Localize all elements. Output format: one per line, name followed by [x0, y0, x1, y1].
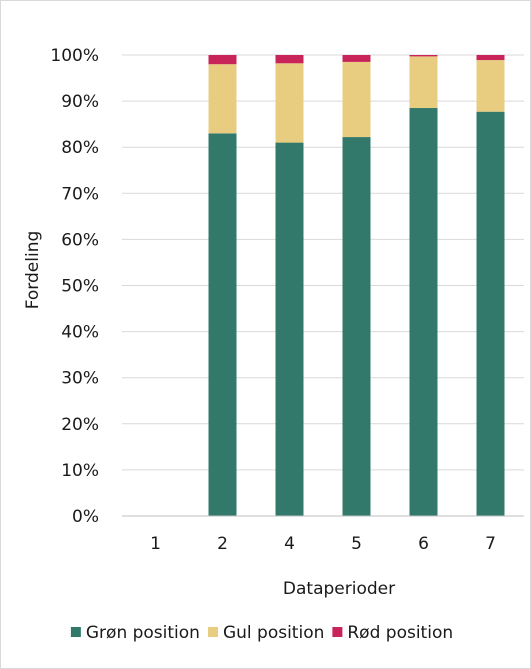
gridlines [122, 54, 524, 471]
bar-segment [409, 55, 438, 57]
bar-segment [476, 111, 505, 516]
y-tick-label: 0% [72, 507, 99, 527]
bar-segment [409, 108, 438, 516]
bar-segment [476, 60, 505, 112]
legend-item: Grøn position [70, 623, 200, 643]
bar-segment [409, 56, 438, 109]
axes: 0% 10% 20% 30% 40% 50% 60% 70% 80% 90% 100% 1 2 4 5 6 7 [50, 46, 524, 554]
legend-swatch [332, 627, 343, 637]
y-tick-label: 10% [61, 461, 99, 481]
y-tick-label: 70% [61, 184, 99, 204]
bar-segment [208, 64, 237, 134]
bar-segment [275, 142, 304, 516]
bar-segment [208, 133, 237, 516]
legend-label: Gul position [223, 623, 324, 643]
legend: Grøn position Gul position Rød position [70, 623, 453, 643]
legend-label: Rød position [347, 623, 453, 643]
bar-segment [342, 137, 371, 517]
bars [208, 55, 505, 517]
y-tick-label: 60% [61, 230, 99, 250]
y-tick-label: 90% [61, 92, 99, 112]
bar-segment [208, 55, 237, 65]
y-tick-label: 40% [61, 323, 99, 343]
y-tick-label: 20% [61, 415, 99, 435]
legend-item: Gul position [207, 623, 324, 643]
y-tick-label: 100% [50, 46, 99, 66]
x-tick-label: 4 [284, 534, 295, 554]
y-axis-title: Fordeling [23, 231, 43, 310]
legend-swatch [70, 627, 81, 637]
y-tick-label: 80% [61, 138, 99, 158]
x-tick-label: 2 [217, 534, 228, 554]
bar-segment [342, 55, 371, 62]
legend-item: Rød position [332, 623, 453, 643]
bar-segment [275, 63, 304, 143]
x-tick-label: 1 [150, 534, 161, 554]
x-axis-title: Dataperioder [283, 579, 395, 599]
y-tick-label: 50% [61, 277, 99, 297]
x-tick-label: 5 [351, 534, 362, 554]
x-tick-label: 6 [418, 534, 429, 554]
x-tick-label: 7 [485, 534, 496, 554]
legend-label: Grøn position [86, 623, 200, 643]
bar-segment [476, 55, 505, 61]
bar-segment [275, 55, 304, 64]
legend-swatch [207, 627, 218, 637]
bar-segment [342, 61, 371, 138]
y-tick-label: 30% [61, 369, 99, 389]
